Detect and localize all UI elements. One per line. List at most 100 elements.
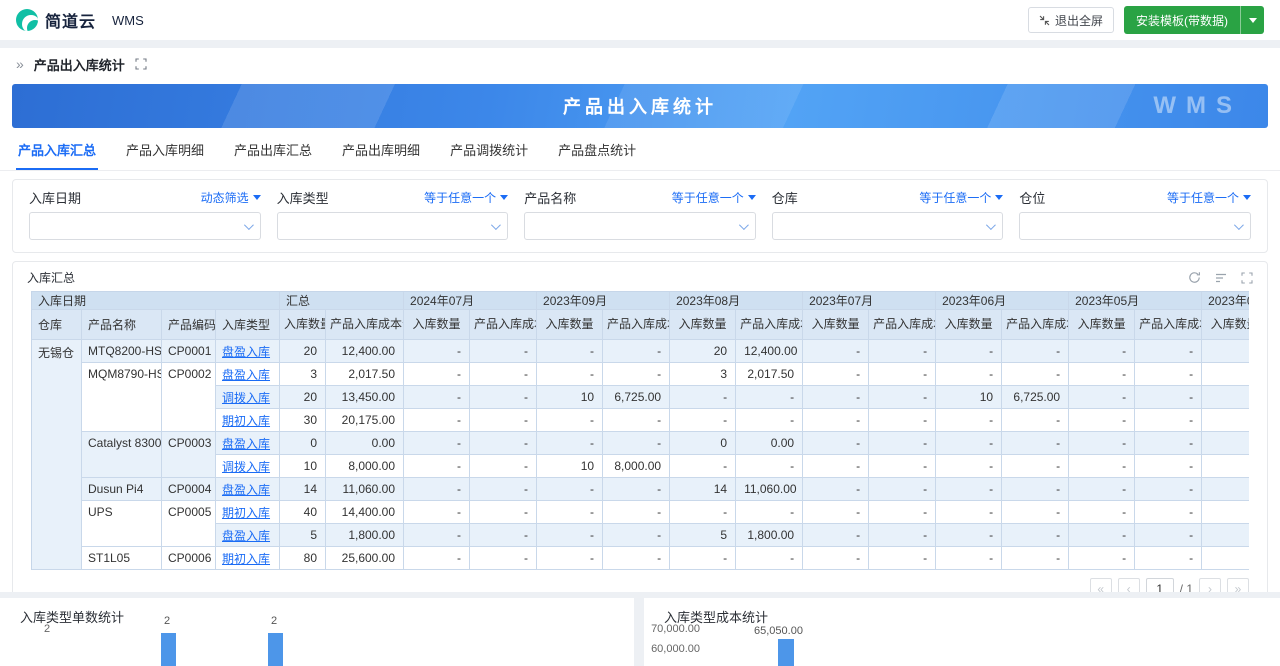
filter-select[interactable]: [276, 212, 509, 240]
refresh-icon[interactable]: [1188, 271, 1201, 284]
column-header-qty: 入库数量: [670, 310, 737, 340]
bar[interactable]: [268, 633, 283, 666]
product-name-cell: UPS: [82, 501, 162, 547]
table-header-row: 仓库产品名称产品编码入库类型入库数量产品入库成本合计/元入库数量产品入库成本合计…: [32, 310, 1249, 340]
column-header-cost: 产品入库成本合计/元: [603, 310, 671, 340]
inbound-type-cell: 调拨入库: [216, 455, 281, 478]
tab-stocktake-stats[interactable]: 产品盘点统计: [558, 143, 637, 158]
inbound-type-link[interactable]: 盘盈入库: [222, 367, 271, 382]
value-cell: 14: [670, 478, 737, 501]
filter-operator-dropdown[interactable]: 等于任意一个: [672, 189, 756, 206]
filter-operator-dropdown[interactable]: 等于任意一个: [919, 189, 1004, 206]
chevron-down-icon: [747, 195, 756, 200]
filter-select[interactable]: [1019, 212, 1251, 240]
tab-inbound-detail[interactable]: 产品入库明细: [126, 143, 205, 158]
chevron-down-icon: [1243, 195, 1251, 200]
value-cell: 30: [280, 409, 327, 432]
filter-warehouse: 仓库 等于任意一个: [771, 188, 1004, 240]
value-cell: -: [670, 455, 737, 478]
bar[interactable]: [778, 639, 794, 666]
filter-operator-dropdown[interactable]: 等于任意一个: [1167, 189, 1251, 206]
value-cell: -: [470, 386, 538, 409]
tab-outbound-summary[interactable]: 产品出库汇总: [234, 143, 313, 158]
value-cell: -: [936, 455, 1003, 478]
install-template-dropdown-button[interactable]: [1240, 6, 1264, 34]
value-cell: -: [803, 478, 870, 501]
value-cell: -: [936, 409, 1003, 432]
inbound-type-link[interactable]: 盘盈入库: [222, 482, 271, 497]
summary-table-container[interactable]: 入库日期 汇总 2024年07月 2023年09月 2023年08月 2023年…: [31, 291, 1249, 570]
filter-label: 入库类型: [276, 191, 329, 206]
tab-inbound-summary[interactable]: 产品入库汇总: [16, 130, 99, 170]
product-name-cell: MQM8790-HS2R: [82, 363, 162, 432]
current-page-input[interactable]: 1: [1145, 578, 1174, 592]
panel-header: 入库汇总: [13, 262, 1267, 291]
exit-fullscreen-button[interactable]: 退出全屏: [1027, 7, 1114, 33]
value-cell: -: [869, 409, 937, 432]
last-page-button[interactable]: »: [1227, 578, 1249, 592]
inbound-type-link[interactable]: 调拨入库: [222, 459, 271, 474]
value-cell: -: [803, 524, 870, 547]
prev-page-button[interactable]: ‹: [1117, 578, 1140, 592]
value-cell: -: [736, 386, 804, 409]
first-page-button[interactable]: «: [1089, 578, 1112, 592]
table-row: 无锡仓MTQ8200-HS2FCP0001盘盈入库2012,400.00----…: [32, 340, 1249, 570]
inbound-type-link[interactable]: 期初入库: [222, 505, 271, 520]
value-cell: 12,400.00: [736, 340, 804, 363]
value-cell: -: [470, 501, 538, 524]
value-cell: -: [869, 340, 937, 363]
inbound-type-link[interactable]: 盘盈入库: [222, 528, 271, 543]
group-header-month: 2024年07月: [404, 292, 538, 310]
inbound-type-link[interactable]: 期初入库: [222, 413, 271, 428]
value-cell: -: [537, 432, 604, 455]
filter-operator-dropdown[interactable]: 等于任意一个: [424, 189, 509, 206]
value-cell: -: [1135, 409, 1203, 432]
inbound-summary-panel: 入库汇总: [12, 261, 1268, 592]
value-cell: -: [869, 478, 937, 501]
column-settings-icon[interactable]: [1215, 272, 1227, 284]
value-cell: -: [803, 501, 870, 524]
filter-select[interactable]: [29, 212, 261, 240]
value-cell: -: [404, 432, 471, 455]
group-header-month: 2023年04月: [1202, 292, 1249, 310]
filter-label: 仓位: [1019, 191, 1046, 206]
banner-watermark: WMS: [1153, 92, 1242, 119]
inbound-type-cell: 盘盈入库: [216, 363, 281, 386]
collapse-sidebar-icon[interactable]: »: [16, 56, 24, 72]
tab-transfer-stats[interactable]: 产品调拨统计: [450, 143, 529, 158]
value-cell: -: [470, 455, 538, 478]
bar[interactable]: [161, 633, 176, 666]
inbound-type-link[interactable]: 盘盈入库: [222, 344, 271, 359]
install-template-button[interactable]: 安装模板(带数据): [1124, 6, 1240, 34]
exit-fullscreen-label: 退出全屏: [1054, 13, 1103, 28]
value-cell: 0: [670, 432, 737, 455]
expand-icon[interactable]: [1241, 271, 1253, 284]
value-cell: -: [1135, 547, 1203, 570]
value-cell: -: [404, 501, 471, 524]
value-cell: 3: [280, 363, 327, 386]
value-cell: -: [1202, 501, 1249, 524]
value-cell: -: [736, 501, 804, 524]
summary-table: 入库日期 汇总 2024年07月 2023年09月 2023年08月 2023年…: [32, 292, 1249, 570]
inbound-type-link[interactable]: 盘盈入库: [222, 436, 271, 451]
fullscreen-icon[interactable]: [135, 58, 147, 70]
value-cell: -: [603, 363, 671, 386]
value-cell: -: [404, 409, 471, 432]
value-cell: -: [1069, 432, 1136, 455]
filter-select[interactable]: [771, 212, 1004, 240]
value-cell: -: [736, 547, 804, 570]
inbound-type-link[interactable]: 调拨入库: [222, 390, 271, 405]
filter-operator-dropdown[interactable]: 动态筛选: [201, 189, 261, 206]
breadcrumb: » 产品出入库统计: [0, 48, 1280, 80]
filter-select[interactable]: [524, 212, 756, 240]
value-cell: -: [1202, 340, 1249, 363]
value-cell: -: [404, 386, 471, 409]
next-page-button[interactable]: ›: [1199, 578, 1221, 592]
value-cell: 0: [280, 432, 327, 455]
filter-inbound-type: 入库类型 等于任意一个: [276, 188, 509, 240]
inbound-type-link[interactable]: 期初入库: [222, 551, 271, 566]
value-cell: -: [537, 524, 604, 547]
tab-outbound-detail[interactable]: 产品出库明细: [342, 143, 421, 158]
value-cell: -: [537, 478, 604, 501]
